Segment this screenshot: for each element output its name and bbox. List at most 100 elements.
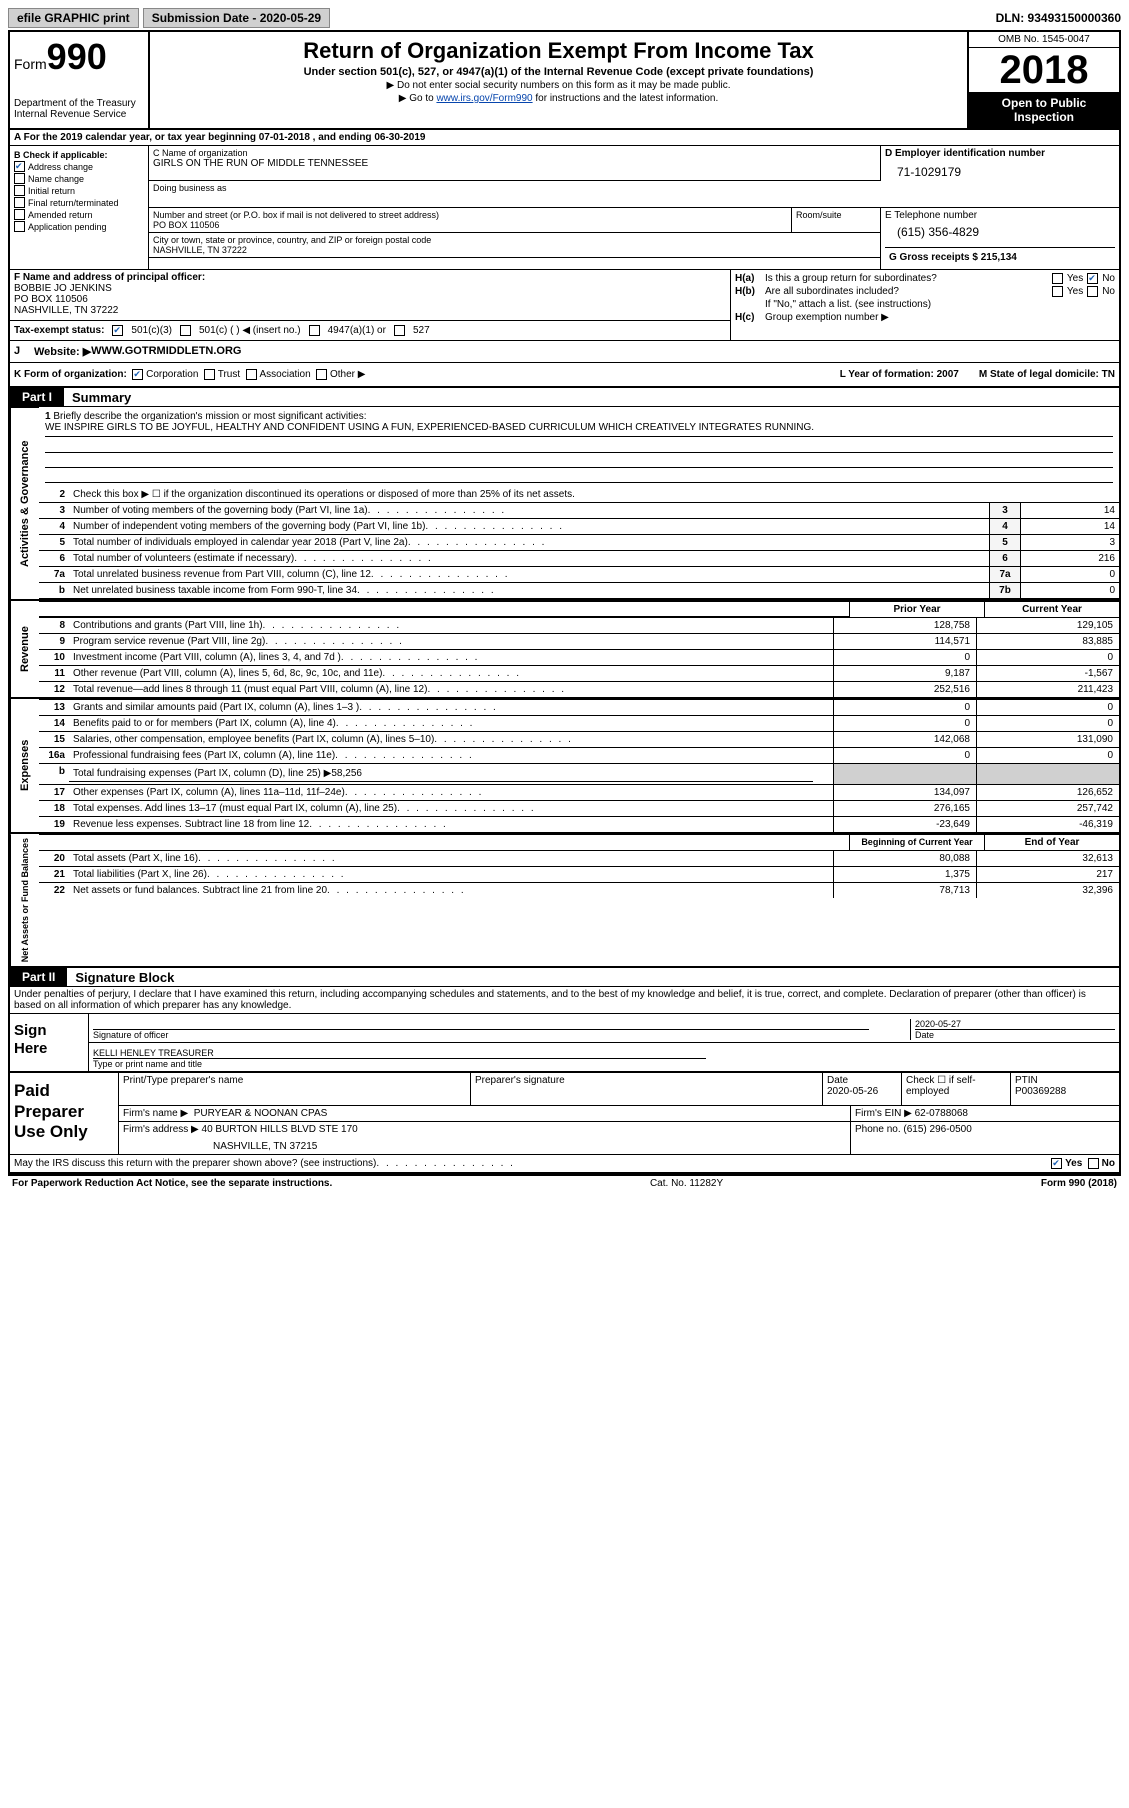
header-right: OMB No. 1545-0047 2018 Open to Public In… xyxy=(967,32,1119,128)
prep-selfemp: Check ☐ if self-employed xyxy=(902,1073,1011,1105)
form-label: Form xyxy=(14,56,47,72)
table-row: 18Total expenses. Add lines 13–17 (must … xyxy=(39,800,1119,816)
gross-receipts: G Gross receipts $ 215,134 xyxy=(885,247,1115,267)
c-name-block: C Name of organization GIRLS ON THE RUN … xyxy=(149,146,881,181)
form-container: Form990 Department of the Treasury Inter… xyxy=(8,30,1121,1174)
org-name: GIRLS ON THE RUN OF MIDDLE TENNESSEE xyxy=(153,158,876,169)
table-row: 16aProfessional fundraising fees (Part I… xyxy=(39,747,1119,763)
chk-discuss-yes[interactable] xyxy=(1051,1158,1062,1169)
sign-here-label: Sign Here xyxy=(10,1014,88,1071)
instructions-line: ▶ Go to www.irs.gov/Form990 for instruct… xyxy=(158,93,959,104)
col-f-officer: F Name and address of principal officer:… xyxy=(10,270,731,340)
chk-discuss-no[interactable] xyxy=(1088,1158,1099,1169)
form-header: Form990 Department of the Treasury Inter… xyxy=(10,32,1119,130)
table-row: 7aTotal unrelated business revenue from … xyxy=(39,566,1119,582)
col-d: D Employer identification number 71-1029… xyxy=(881,146,1119,181)
table-row: 17Other expenses (Part IX, column (A), l… xyxy=(39,784,1119,800)
header-mid: Return of Organization Exempt From Incom… xyxy=(150,32,967,128)
chk-assoc[interactable] xyxy=(246,369,257,380)
ssn-warning: ▶ Do not enter social security numbers o… xyxy=(158,80,959,91)
firm-ein: Firm's EIN ▶ 62-0788068 xyxy=(851,1106,1119,1121)
part1-title: Summary xyxy=(64,390,131,405)
chk-501c3[interactable] xyxy=(112,325,123,336)
efile-button[interactable]: efile GRAPHIC print xyxy=(8,8,139,28)
chk-trust[interactable] xyxy=(204,369,215,380)
irs-link[interactable]: www.irs.gov/Form990 xyxy=(436,93,532,104)
side-expenses: Expenses xyxy=(10,699,39,832)
chk-hb-no[interactable] xyxy=(1087,286,1098,297)
sig-intro: Under penalties of perjury, I declare th… xyxy=(10,987,1119,1013)
website-value: WWW.GOTRMIDDLETN.ORG xyxy=(91,345,241,358)
officer-addr1: PO BOX 110506 xyxy=(14,294,726,305)
officer-name: BOBBIE JO JENKINS xyxy=(14,283,726,294)
discuss-row: May the IRS discuss this return with the… xyxy=(10,1154,1119,1172)
table-row: 14Benefits paid to or for members (Part … xyxy=(39,715,1119,731)
table-row: 21Total liabilities (Part X, line 26)1,3… xyxy=(39,866,1119,882)
table-row: 4Number of independent voting members of… xyxy=(39,518,1119,534)
col-c: C Name of organization GIRLS ON THE RUN … xyxy=(149,146,1119,269)
submission-button[interactable]: Submission Date - 2020-05-29 xyxy=(143,8,330,28)
chk-ha-no[interactable] xyxy=(1087,273,1098,284)
side-governance: Activities & Governance xyxy=(10,407,39,599)
preparer-label: Paid Preparer Use Only xyxy=(10,1073,118,1154)
table-row: 20Total assets (Part X, line 16)80,08832… xyxy=(39,850,1119,866)
chk-4947[interactable] xyxy=(309,325,320,336)
phone-value: (615) 356-4829 xyxy=(885,221,1115,247)
prep-date: Date2020-05-26 xyxy=(823,1073,902,1105)
ein-value: 71-1029179 xyxy=(885,159,1115,179)
chk-501c[interactable] xyxy=(180,325,191,336)
part2-tab: Part II xyxy=(10,968,67,986)
row-k: K Form of organization: Corporation Trus… xyxy=(10,363,1119,388)
sig-name-value: KELLI HENLEY TREASURER xyxy=(93,1048,1115,1058)
open-public-badge: Open to Public Inspection xyxy=(969,92,1119,128)
firm-name: Firm's name ▶ PURYEAR & NOONAN CPAS xyxy=(119,1106,851,1121)
chk-ha-yes[interactable] xyxy=(1052,273,1063,284)
chk-name-change[interactable] xyxy=(14,173,25,184)
table-row: 10Investment income (Part VIII, column (… xyxy=(39,649,1119,665)
col-e-phone: E Telephone number (615) 356-4829 G Gros… xyxy=(881,208,1119,269)
chk-app-pending[interactable] xyxy=(14,221,25,232)
part2-title: Signature Block xyxy=(67,970,174,985)
mission-text: WE INSPIRE GIRLS TO BE JOYFUL, HEALTHY A… xyxy=(45,422,1113,437)
part1-header: Part I Summary xyxy=(10,388,1119,407)
prep-name: Print/Type preparer's name xyxy=(119,1073,471,1105)
part1-tab: Part I xyxy=(10,388,64,406)
part2-header: Part II Signature Block xyxy=(10,966,1119,987)
table-row: 22Net assets or fund balances. Subtract … xyxy=(39,882,1119,898)
table-row: 15Salaries, other compensation, employee… xyxy=(39,731,1119,747)
form-number: 990 xyxy=(47,36,107,77)
table-row: 6Total number of volunteers (estimate if… xyxy=(39,550,1119,566)
chk-corp[interactable] xyxy=(132,369,143,380)
col-b-checkboxes: B Check if applicable: Address change Na… xyxy=(10,146,149,269)
form-subtitle: Under section 501(c), 527, or 4947(a)(1)… xyxy=(158,66,959,78)
omb-number: OMB No. 1545-0047 xyxy=(969,32,1119,48)
table-row: bNet unrelated business taxable income f… xyxy=(39,582,1119,598)
col-h: H(a) Is this a group return for subordin… xyxy=(731,270,1119,340)
footer-mid: Cat. No. 11282Y xyxy=(332,1178,1041,1189)
chk-amended[interactable] xyxy=(14,209,25,220)
footer-left: For Paperwork Reduction Act Notice, see … xyxy=(12,1178,332,1189)
footer-right: Form 990 (2018) xyxy=(1041,1178,1117,1189)
section-fh: F Name and address of principal officer:… xyxy=(10,270,1119,341)
row-j-website: J Website: ▶ WWW.GOTRMIDDLETN.ORG xyxy=(10,341,1119,363)
chk-address-change[interactable] xyxy=(14,161,25,172)
street-value: PO BOX 110506 xyxy=(153,220,787,230)
i-label: Tax-exempt status: xyxy=(14,325,104,336)
dba-block: Doing business as xyxy=(149,181,1119,208)
side-net-assets: Net Assets or Fund Balances xyxy=(10,834,39,966)
row-16b: b Total fundraising expenses (Part IX, c… xyxy=(39,763,1119,784)
row-a-tax-year: A For the 2019 calendar year, or tax yea… xyxy=(10,130,1119,146)
rev-header: Prior Year Current Year xyxy=(39,601,1119,617)
dept-text: Department of the Treasury xyxy=(14,98,144,109)
chk-other[interactable] xyxy=(316,369,327,380)
chk-hb-yes[interactable] xyxy=(1052,286,1063,297)
section-bcde: B Check if applicable: Address change Na… xyxy=(10,146,1119,270)
chk-initial[interactable] xyxy=(14,185,25,196)
table-row: 3Number of voting members of the governi… xyxy=(39,502,1119,518)
dln-text: DLN: 93493150000360 xyxy=(996,11,1121,25)
prep-ptin: PTINP00369288 xyxy=(1011,1073,1119,1105)
tax-year: 2018 xyxy=(969,48,1119,92)
header-left: Form990 Department of the Treasury Inter… xyxy=(10,32,150,128)
chk-527[interactable] xyxy=(394,325,405,336)
chk-final[interactable] xyxy=(14,197,25,208)
